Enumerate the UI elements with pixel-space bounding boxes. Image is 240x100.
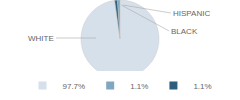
svg-text:HISPANIC: HISPANIC xyxy=(173,9,210,18)
svg-text:1.1%: 1.1% xyxy=(193,82,211,91)
svg-text:WHITE: WHITE xyxy=(28,34,54,43)
svg-text:1.1%: 1.1% xyxy=(130,82,148,91)
svg-text:BLACK: BLACK xyxy=(171,27,198,36)
svg-text:97.7%: 97.7% xyxy=(63,82,86,91)
